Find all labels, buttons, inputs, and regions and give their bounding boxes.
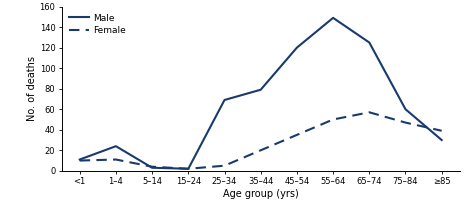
Male bbox=[113, 145, 119, 148]
Female bbox=[366, 111, 372, 114]
X-axis label: Age group (yrs): Age group (yrs) bbox=[223, 189, 299, 199]
Y-axis label: No. of deaths: No. of deaths bbox=[27, 56, 36, 121]
Female bbox=[258, 149, 264, 152]
Female bbox=[222, 164, 228, 167]
Male bbox=[402, 108, 408, 111]
Male bbox=[222, 99, 228, 101]
Male bbox=[366, 41, 372, 44]
Male bbox=[77, 158, 82, 161]
Male bbox=[149, 166, 155, 169]
Male bbox=[185, 168, 191, 170]
Female bbox=[149, 165, 155, 168]
Legend: Male, Female: Male, Female bbox=[66, 11, 128, 38]
Line: Female: Female bbox=[80, 112, 442, 169]
Female bbox=[77, 159, 82, 162]
Male bbox=[258, 88, 264, 91]
Female bbox=[439, 129, 445, 132]
Line: Male: Male bbox=[80, 18, 442, 169]
Female bbox=[402, 121, 408, 124]
Female bbox=[294, 134, 300, 136]
Female bbox=[113, 158, 119, 161]
Female bbox=[330, 118, 336, 121]
Male bbox=[330, 17, 336, 19]
Male bbox=[294, 46, 300, 49]
Male bbox=[439, 139, 445, 141]
Female bbox=[185, 168, 191, 170]
